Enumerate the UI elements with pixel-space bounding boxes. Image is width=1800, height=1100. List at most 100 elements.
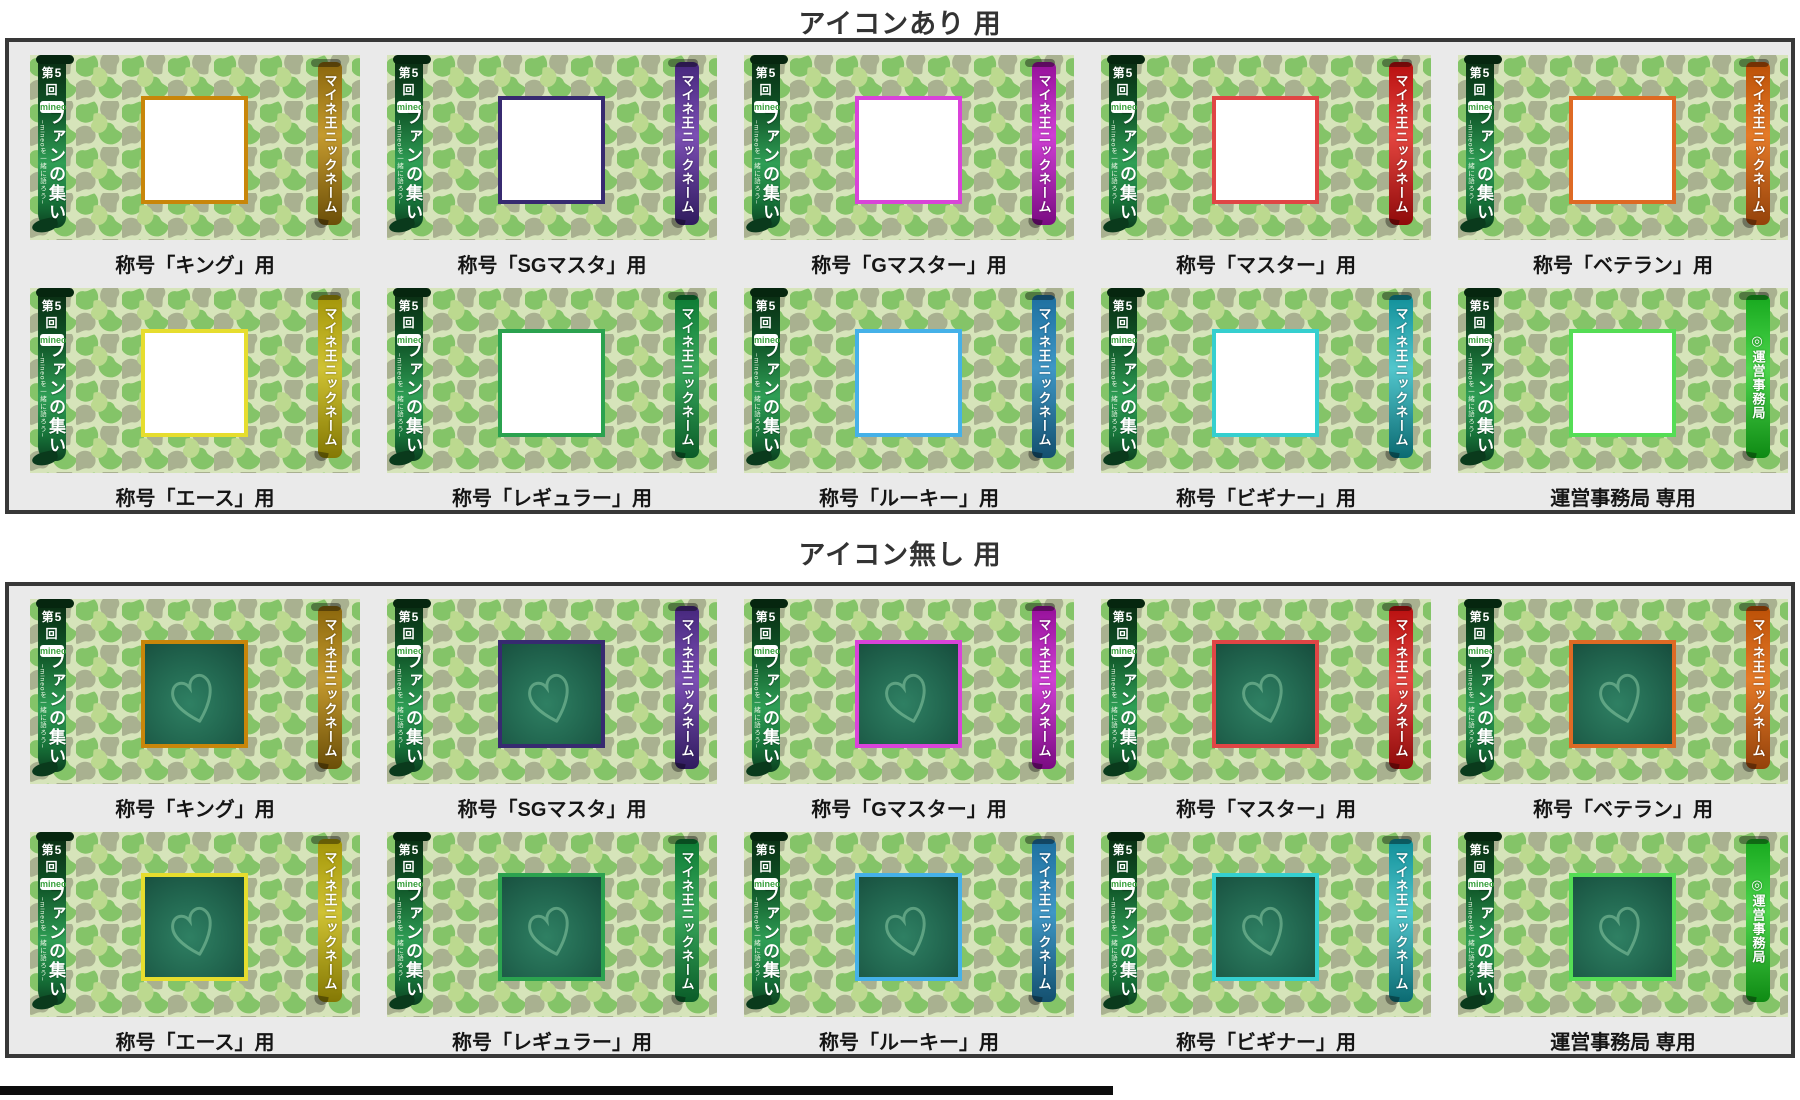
nickname-ribbon: マイネ王ニックネーム — [1025, 292, 1056, 458]
icon-area — [1212, 96, 1319, 204]
nickname-ribbon-label: マイネ王ニックネーム — [679, 73, 695, 214]
badge-card: 第5回 mineo ファンの集い ~mineoを一緒に語ろう~ マイネ王ニックネ… — [1101, 599, 1431, 784]
heart-doodle-icon — [171, 906, 212, 956]
badge-cell: 第5回 mineo ファンの集い ~mineoを一緒に語ろう~ ◎運営事務局 運… — [1458, 832, 1788, 1055]
edition-label: 第5回 — [398, 843, 420, 874]
edition-label: 第5回 — [1112, 843, 1134, 874]
event-ribbon: 第5回 mineo ファンの集い ~mineoを一緒に語ろう~ — [1107, 599, 1145, 772]
mineo-logo: mineo — [1468, 878, 1495, 890]
card-caption: 称号「キング」用 — [115, 799, 275, 821]
badge-cell: 第5回 mineo ファンの集い ~mineoを一緒に語ろう~ マイネ王ニックネ… — [744, 599, 1074, 822]
badge-card: 第5回 mineo ファンの集い ~mineoを一緒に語ろう~ マイネ王ニックネ… — [30, 288, 360, 473]
edition-label: 第5回 — [41, 843, 63, 874]
event-title: ファンの集い — [403, 108, 422, 222]
event-subtitle: ~mineoを一緒に語ろう~ — [38, 120, 46, 205]
mineo-logo: mineo — [1111, 645, 1138, 657]
card-row: 第5回 mineo ファンの集い ~mineoを一緒に語ろう~ マイネ王ニックネ… — [30, 832, 1788, 1055]
badge-cell: 第5回 mineo ファンの集い ~mineoを一緒に語ろう~ マイネ王ニックネ… — [387, 832, 717, 1055]
card-caption: 称号「ベテラン」用 — [1533, 799, 1713, 821]
nickname-ribbon-label: マイネ王ニックネーム — [322, 617, 338, 758]
badge-card: 第5回 mineo ファンの集い ~mineoを一緒に語ろう~ マイネ王ニックネ… — [744, 832, 1074, 1017]
nickname-ribbon: ◎運営事務局 — [1739, 836, 1770, 1002]
card-caption: 称号「エース」用 — [115, 1032, 275, 1054]
card-caption: 運営事務局 専用 — [1550, 488, 1696, 510]
edition-label: 第5回 — [1469, 610, 1491, 641]
badge-cell: 第5回 mineo ファンの集い ~mineoを一緒に語ろう~ マイネ王ニックネ… — [744, 55, 1074, 278]
card-caption: 称号「SGマスタ」用 — [457, 799, 647, 821]
icon-area — [498, 640, 605, 748]
event-subtitle: ~mineoを一緒に語ろう~ — [752, 120, 760, 205]
heart-doodle-icon — [1242, 906, 1283, 956]
event-ribbon: 第5回 mineo ファンの集い ~mineoを一緒に語ろう~ — [750, 55, 788, 228]
event-ribbon: 第5回 mineo ファンの集い ~mineoを一緒に語ろう~ — [393, 55, 431, 228]
card-caption: 称号「レギュラー」用 — [452, 488, 652, 510]
nickname-ribbon-label: マイネ王ニックネーム — [1036, 306, 1052, 447]
card-caption: 称号「ビギナー」用 — [1176, 1032, 1356, 1054]
event-ribbon: 第5回 mineo ファンの集い ~mineoを一緒に語ろう~ — [36, 599, 74, 772]
card-caption: 称号「レギュラー」用 — [452, 1032, 652, 1054]
edition-label: 第5回 — [1112, 299, 1134, 330]
event-title: ファンの集い — [403, 341, 422, 455]
edition-label: 第5回 — [1112, 610, 1134, 641]
heart-doodle-icon — [171, 673, 212, 723]
card-caption: 称号「SGマスタ」用 — [457, 255, 647, 277]
event-title: ファンの集い — [46, 341, 65, 455]
mineo-logo: mineo — [1111, 101, 1138, 113]
badge-card: 第5回 mineo ファンの集い ~mineoを一緒に語ろう~ マイネ王ニックネ… — [744, 288, 1074, 473]
nickname-ribbon: マイネ王ニックネーム — [1025, 603, 1056, 769]
event-title: ファンの集い — [46, 885, 65, 999]
badge-card: 第5回 mineo ファンの集い ~mineoを一緒に語ろう~ ◎運営事務局 — [1458, 832, 1788, 1017]
badge-card: 第5回 mineo ファンの集い ~mineoを一緒に語ろう~ マイネ王ニックネ… — [387, 599, 717, 784]
event-subtitle: ~mineoを一緒に語ろう~ — [395, 353, 403, 438]
mineo-logo: mineo — [754, 645, 781, 657]
badge-cell: 第5回 mineo ファンの集い ~mineoを一緒に語ろう~ マイネ王ニックネ… — [1101, 832, 1431, 1055]
mineo-logo: mineo — [1468, 645, 1495, 657]
icon-area — [1569, 640, 1676, 748]
nickname-ribbon-label: マイネ王ニックネーム — [1750, 617, 1766, 758]
nickname-ribbon-label: マイネ王ニックネーム — [679, 617, 695, 758]
event-title: ファンの集い — [403, 885, 422, 999]
nickname-ribbon-label: マイネ王ニックネーム — [322, 306, 338, 447]
section-title-no-icon: アイコン無し 用 — [798, 540, 1002, 570]
event-subtitle: ~mineoを一緒に語ろう~ — [38, 664, 46, 749]
nickname-ribbon-label: マイネ王ニックネーム — [322, 73, 338, 214]
event-title: ファンの集い — [1117, 885, 1136, 999]
mineo-logo: mineo — [397, 101, 424, 113]
event-ribbon: 第5回 mineo ファンの集い ~mineoを一緒に語ろう~ — [1464, 55, 1502, 228]
edition-label: 第5回 — [755, 299, 777, 330]
event-title: ファンの集い — [46, 652, 65, 766]
event-title: ファンの集い — [1117, 108, 1136, 222]
nickname-ribbon: マイネ王ニックネーム — [668, 603, 699, 769]
event-ribbon: 第5回 mineo ファンの集い ~mineoを一緒に語ろう~ — [750, 832, 788, 1005]
badge-cell: 第5回 mineo ファンの集い ~mineoを一緒に語ろう~ マイネ王ニックネ… — [30, 55, 360, 278]
card-caption: 称号「ベテラン」用 — [1533, 255, 1713, 277]
edition-label: 第5回 — [1469, 843, 1491, 874]
nickname-ribbon-label: マイネ王ニックネーム — [1036, 617, 1052, 758]
icon-area — [1569, 96, 1676, 204]
nickname-ribbon-label: マイネ王ニックネーム — [1393, 73, 1409, 214]
mineo-logo: mineo — [754, 334, 781, 346]
nickname-ribbon-label: ◎運営事務局 — [1750, 877, 1766, 964]
icon-area — [1569, 329, 1676, 437]
event-title: ファンの集い — [1474, 341, 1493, 455]
event-subtitle: ~mineoを一緒に語ろう~ — [1466, 897, 1474, 982]
nickname-ribbon: マイネ王ニックネーム — [311, 603, 342, 769]
card-caption: 称号「マスター」用 — [1176, 799, 1356, 821]
event-title: ファンの集い — [760, 885, 779, 999]
card-caption: 称号「エース」用 — [115, 488, 275, 510]
event-ribbon: 第5回 mineo ファンの集い ~mineoを一緒に語ろう~ — [1107, 55, 1145, 228]
mineo-logo: mineo — [40, 101, 67, 113]
heart-doodle-icon — [885, 906, 926, 956]
event-subtitle: ~mineoを一緒に語ろう~ — [1109, 897, 1117, 982]
icon-area — [141, 329, 248, 437]
badge-cell: 第5回 mineo ファンの集い ~mineoを一緒に語ろう~ ◎運営事務局 運… — [1458, 288, 1788, 511]
heart-doodle-icon — [1599, 673, 1640, 723]
badge-cell: 第5回 mineo ファンの集い ~mineoを一緒に語ろう~ マイネ王ニックネ… — [387, 288, 717, 511]
icon-area — [1212, 329, 1319, 437]
nickname-ribbon-label: マイネ王ニックネーム — [679, 306, 695, 447]
icon-area — [1212, 873, 1319, 981]
nickname-ribbon: マイネ王ニックネーム — [668, 59, 699, 225]
card-caption: 運営事務局 専用 — [1550, 1032, 1696, 1054]
badge-card: 第5回 mineo ファンの集い ~mineoを一緒に語ろう~ マイネ王ニックネ… — [1458, 599, 1788, 784]
badge-card: 第5回 mineo ファンの集い ~mineoを一緒に語ろう~ マイネ王ニックネ… — [387, 832, 717, 1017]
